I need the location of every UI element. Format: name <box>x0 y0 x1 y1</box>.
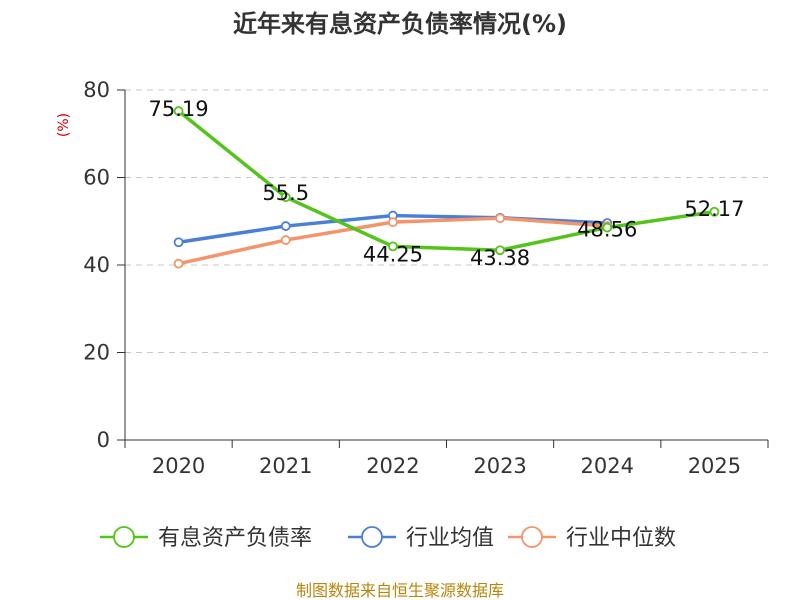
data-label: 52.17 <box>684 197 744 221</box>
data-point <box>709 206 720 217</box>
data-labels: 75.19 55.5 44.25 43.38 48.56 52.17 <box>149 97 745 270</box>
data-label: 55.5 <box>262 181 309 205</box>
y-tick-label: 0 <box>97 428 110 452</box>
source-note: 制图数据来自恒生聚源数据库 <box>296 581 504 600</box>
data-point <box>173 106 184 116</box>
x-tick-label: 2024 <box>581 454 634 478</box>
y-axis-unit: (%) <box>56 113 72 137</box>
legend-item: 行业均值 <box>348 526 494 551</box>
legend-item: 行业中位数 <box>508 526 676 551</box>
data-point <box>173 258 184 269</box>
legend-item: 有息资产负债率 <box>100 526 312 551</box>
series-group <box>173 106 720 269</box>
x-tick-label: 2020 <box>152 454 205 478</box>
x-tick-label: 2023 <box>473 454 526 478</box>
legend: 有息资产负债率 行业均值 行业中位数 <box>100 526 676 551</box>
data-point <box>173 237 184 248</box>
legend-marker <box>361 526 383 548</box>
x-tick-label: 2021 <box>259 454 312 478</box>
data-label: 44.25 <box>363 242 423 266</box>
data-point <box>388 241 398 252</box>
data-point <box>388 217 398 228</box>
legend-label: 有息资产负债率 <box>158 526 312 551</box>
data-point <box>280 192 291 203</box>
y-tick-label: 40 <box>83 253 110 277</box>
data-point <box>602 222 613 233</box>
x-tick-label: 2022 <box>366 454 419 478</box>
gridlines <box>125 89 768 353</box>
y-tick-label: 80 <box>83 78 110 102</box>
data-label: 43.38 <box>470 246 530 270</box>
data-point <box>280 221 291 231</box>
legend-marker <box>521 526 543 548</box>
legend-label: 行业均值 <box>406 526 494 551</box>
data-point <box>280 235 291 245</box>
data-point <box>495 245 505 256</box>
data-point <box>495 213 505 224</box>
data-label: 75.19 <box>149 97 209 121</box>
x-tick-label: 2025 <box>688 454 741 478</box>
chart-title: 近年来有息资产负债率情况(%) <box>233 10 567 38</box>
y-tick-label: 20 <box>83 341 110 365</box>
legend-label: 行业中位数 <box>566 526 676 551</box>
axes: 0 20 40 60 80 2020 2021 2022 2023 2024 2025 <box>83 78 769 478</box>
legend-marker <box>113 526 135 548</box>
data-label: 48.56 <box>577 218 637 242</box>
series-line <box>176 109 717 252</box>
y-tick-label: 60 <box>83 166 110 190</box>
